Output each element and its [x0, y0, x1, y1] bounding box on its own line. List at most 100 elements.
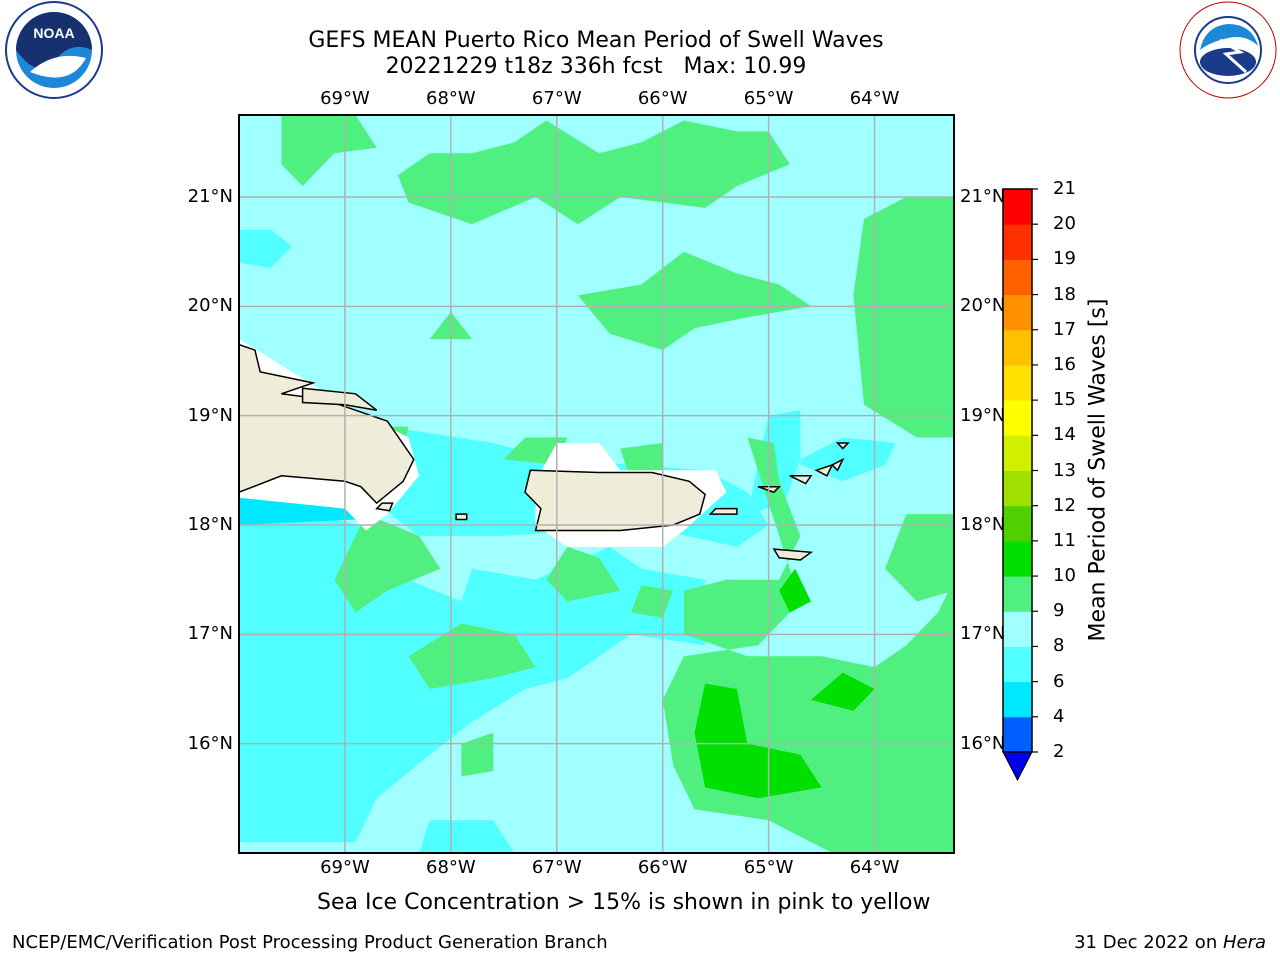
contour-region [334, 514, 441, 613]
colorbar-segment [1003, 224, 1032, 260]
islet [455, 513, 468, 521]
max-value: Max: 10.99 [683, 54, 807, 79]
colorbar-tick-label: 14 [1053, 424, 1076, 446]
lon-tick-top: 65°W [743, 88, 794, 109]
contour-region [419, 820, 515, 853]
contour-region [694, 683, 822, 799]
colorbar-segment [1003, 294, 1032, 331]
noaa-logo: NOAA [5, 1, 103, 99]
colorbar-tick-label: 13 [1053, 459, 1076, 481]
credit-text: NCEP/EMC/Verification Post Processing Pr… [12, 932, 608, 953]
islet [830, 457, 845, 472]
colorbar-tick-label: 15 [1053, 389, 1076, 411]
lat-tick-left: 21°N [187, 186, 233, 207]
chart-title: GEFS MEAN Puerto Rico Mean Period of Swe… [308, 28, 884, 53]
colorbar-segment [1003, 364, 1032, 401]
colorbar-segment [1003, 611, 1032, 647]
contour-region [853, 197, 954, 438]
colorbar [1002, 188, 1038, 782]
lon-tick-bottom: 69°W [320, 857, 370, 878]
lat-tick-right: 20°N [960, 295, 1006, 317]
map-plot-area [239, 115, 954, 853]
lat-tick-left: 19°N [187, 404, 233, 426]
colorbar-tick-label: 10 [1053, 565, 1076, 587]
map-frame [238, 114, 955, 854]
noaa-text: NOAA [33, 25, 74, 41]
colorbar-tick-label: 17 [1053, 318, 1076, 340]
islet [375, 502, 394, 512]
lat-tick-right: 19°N [960, 404, 1006, 426]
contour-region [578, 251, 811, 351]
colorbar-segment [1003, 259, 1032, 296]
colorbar-segment [1003, 189, 1032, 225]
lon-tick-bottom: 66°W [637, 857, 688, 878]
lat-tick-left: 18°N [187, 514, 233, 535]
samana-coast [301, 387, 378, 411]
colorbar-segment [1003, 540, 1032, 577]
colorbar-tick-label: 21 [1053, 178, 1076, 199]
colorbar-tick-label: 18 [1053, 283, 1076, 305]
contour-region [239, 732, 314, 799]
islet [789, 475, 813, 485]
colorbar-tick-label: 4 [1053, 705, 1065, 727]
lon-tick-bottom: 64°W [849, 857, 900, 878]
run-info: 20221229 t18z 336h fcst [385, 54, 663, 79]
colorbar-tick-label: 8 [1053, 635, 1065, 657]
contour-region [397, 120, 790, 225]
colorbar-tick-label: 20 [1053, 213, 1076, 235]
colorbar-segment [1003, 329, 1032, 366]
date-stamp: 31 Dec 2022 on Hera [1074, 932, 1266, 954]
contour-region [811, 672, 875, 711]
contour-region [239, 530, 345, 569]
colorbar-segment [1003, 576, 1032, 612]
lon-tick-bottom: 67°W [531, 857, 582, 878]
colorbar-tick-label: 11 [1053, 529, 1076, 551]
colorbar-tick-label: 9 [1053, 600, 1065, 622]
islet [772, 548, 814, 561]
colorbar-tick-label: 6 [1053, 670, 1065, 692]
contour-region [546, 546, 621, 602]
hispaniola-land [239, 343, 415, 505]
lat-tick-right: 17°N [960, 623, 1006, 645]
colorbar-segment [1003, 505, 1032, 542]
lon-tick-top: 68°W [425, 88, 476, 109]
lon-tick-bottom: 65°W [743, 857, 794, 878]
lon-tick-bottom: 68°W [425, 857, 476, 878]
colorbar-tick-label: 12 [1053, 494, 1076, 516]
colorbar-segment [1003, 716, 1032, 753]
chart-subtitle: 20221229 t18z 336h fcst Max: 10.99 [246, 54, 946, 80]
lat-tick-right: 18°N [960, 514, 1006, 535]
contour-region [747, 410, 896, 515]
contour-region [779, 568, 811, 613]
colorbar-tick-label: 16 [1053, 353, 1076, 375]
colorbar-segment [1003, 470, 1032, 507]
colorbar-label: Mean Period of Swell Waves [s] [1085, 298, 1111, 642]
colorbar-segment [1003, 400, 1032, 436]
colorbar-under-arrow [1002, 751, 1033, 782]
lat-tick-left: 17°N [187, 623, 233, 645]
colorbar-segment [1003, 646, 1032, 683]
contour-region [885, 514, 954, 602]
lon-tick-top: 66°W [637, 88, 688, 109]
sea-ice-note: Sea Ice Concentration > 15% is shown in … [317, 890, 931, 915]
contour-region [408, 623, 536, 689]
machine-name: Hera [1222, 932, 1266, 953]
colorbar-tick-label: 19 [1053, 248, 1076, 270]
puerto-rico-land [524, 469, 706, 532]
islet [835, 442, 850, 450]
contour-region [239, 229, 292, 269]
colorbar-segment [1003, 435, 1032, 471]
lat-tick-left: 16°N [187, 732, 233, 754]
islet [708, 507, 738, 515]
lon-tick-top: 69°W [320, 88, 370, 109]
colorbar-tick-label: 2 [1053, 741, 1065, 762]
islet [814, 463, 834, 477]
nws-logo [1179, 1, 1277, 99]
date-text: 31 Dec 2022 on [1074, 932, 1223, 953]
lat-tick-right: 16°N [960, 732, 1006, 754]
lon-tick-top: 67°W [531, 88, 582, 109]
contour-region [281, 115, 377, 187]
colorbar-segment [1003, 681, 1032, 718]
lat-tick-right: 21°N [960, 186, 1006, 207]
